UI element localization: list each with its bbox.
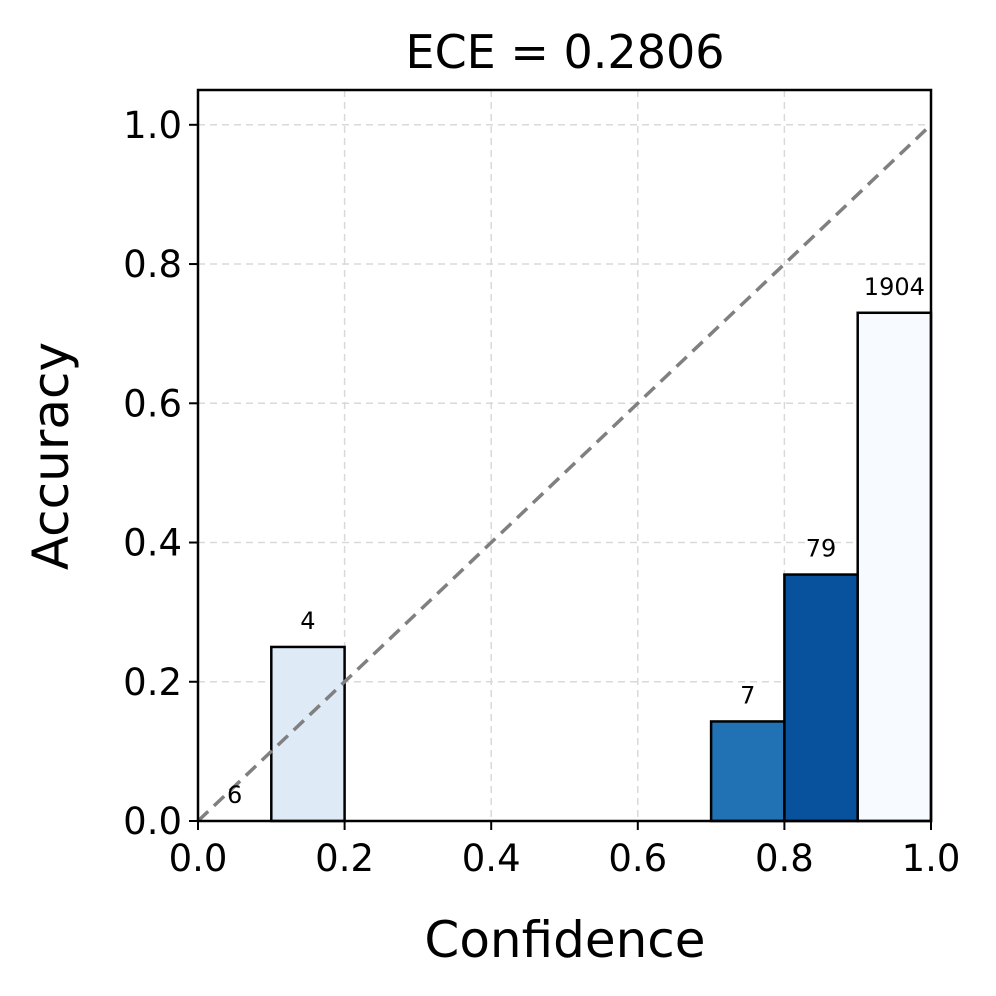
x-axis-label: Confidence bbox=[424, 911, 705, 969]
chart-title: ECE = 0.2806 bbox=[406, 25, 725, 79]
plot-frame bbox=[196, 88, 933, 823]
x-tick-label: 0.2 bbox=[315, 837, 374, 880]
bin-count-label-0: 6 bbox=[227, 781, 242, 809]
bin-count-label-1: 4 bbox=[300, 607, 315, 635]
accuracy-bar-1 bbox=[270, 645, 346, 823]
y-tick-label: 0.0 bbox=[123, 800, 182, 843]
y-tick-label: 0.4 bbox=[123, 522, 182, 565]
y-tick-label: 0.8 bbox=[123, 243, 182, 286]
accuracy-bar-2 bbox=[709, 720, 786, 823]
y-axis-ticks: 0.0 0.2 0.4 0.6 0.8 1.0 bbox=[123, 104, 198, 843]
perfect-calibration-line bbox=[196, 123, 933, 823]
bin-count-label-3: 79 bbox=[806, 535, 837, 563]
y-axis-label: Accuracy bbox=[22, 342, 80, 570]
x-tick-label: 0.0 bbox=[169, 837, 228, 880]
x-axis-ticks: 0.0 0.2 0.4 0.6 0.8 1.0 bbox=[169, 821, 961, 880]
bin-count-label-2: 7 bbox=[740, 681, 755, 709]
count-labels: 6 4 7 79 1904 bbox=[227, 273, 925, 809]
x-tick-label: 0.6 bbox=[608, 837, 667, 880]
y-tick-label: 1.0 bbox=[123, 104, 182, 147]
y-tick-label: 0.2 bbox=[123, 661, 182, 704]
accuracy-bar-4 bbox=[856, 311, 933, 823]
bars bbox=[270, 311, 933, 823]
x-tick-label: 0.4 bbox=[462, 837, 521, 880]
bin-count-label-4: 1904 bbox=[864, 273, 925, 301]
y-tick-label: 0.6 bbox=[123, 382, 182, 425]
x-tick-label: 0.8 bbox=[755, 837, 814, 880]
x-tick-label: 1.0 bbox=[902, 837, 961, 880]
accuracy-bar-3 bbox=[783, 573, 859, 823]
